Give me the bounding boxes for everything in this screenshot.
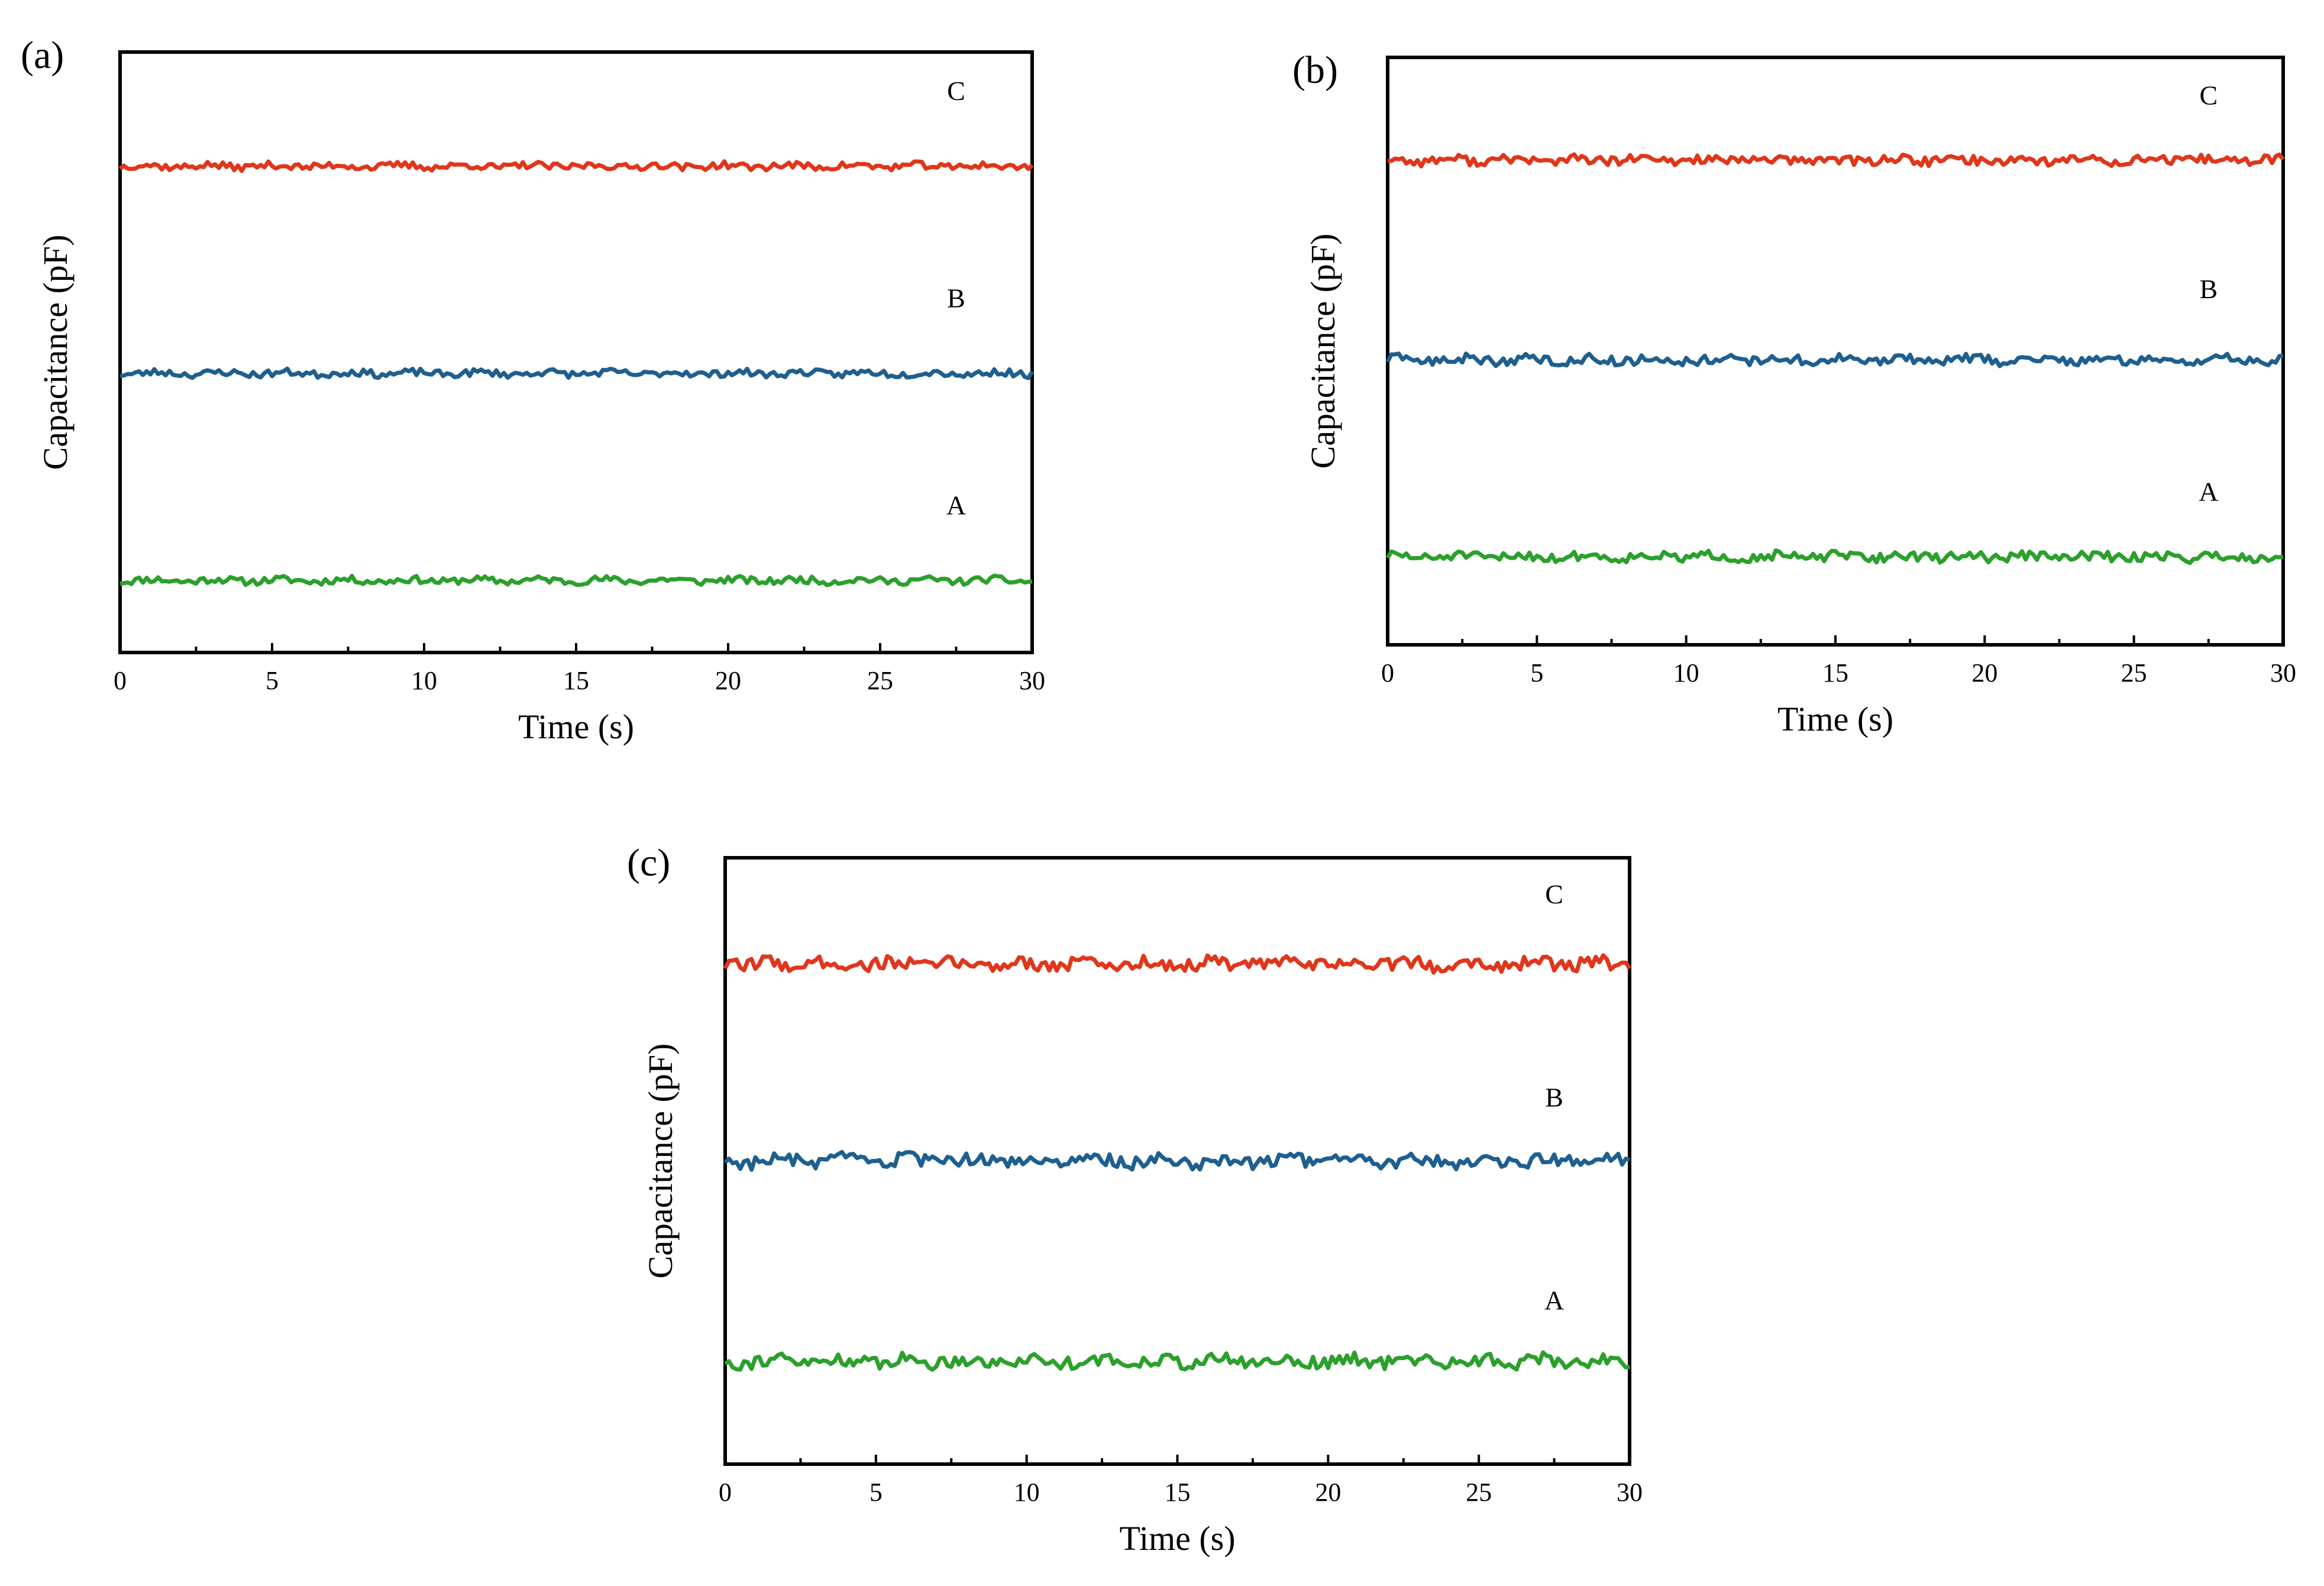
plot-frame <box>118 50 1034 654</box>
series-label-B: B <box>2199 274 2218 304</box>
series-line-B <box>723 1149 1630 1172</box>
panel-label: (a) <box>21 34 64 77</box>
x-tick-label: 15 <box>1165 1478 1191 1507</box>
x-tick-label: 25 <box>867 666 893 695</box>
x-tick-label: 0 <box>719 1478 732 1507</box>
chart-panel-1: (a) 0 5 10 15 20 25 30 Time (s) Capacitance (pF) A… <box>21 34 1045 746</box>
series-label-C: C <box>947 76 965 106</box>
x-tick-label: 15 <box>1822 658 1848 687</box>
x-tick-label: 20 <box>1315 1478 1341 1507</box>
x-tick-label: 0 <box>114 666 127 695</box>
x-tick-label: 20 <box>715 666 741 695</box>
y-axis-label: Capacitance (pF) <box>1304 234 1342 469</box>
series-label-A: A <box>1544 1285 1564 1316</box>
x-tick-label: 20 <box>1971 658 1997 687</box>
y-axis-label: Capacitance (pF) <box>36 235 75 470</box>
x-tick-label: 25 <box>2121 658 2147 687</box>
x-tick-label: 10 <box>1673 658 1699 687</box>
x-axis-label: Time (s) <box>1777 700 1893 738</box>
x-tick-label: 5 <box>1530 658 1543 687</box>
series-line-C <box>723 953 1631 975</box>
panel-label: (b) <box>1292 49 1338 92</box>
x-tick-label: 0 <box>1381 658 1394 687</box>
x-tick-label: 15 <box>563 666 589 695</box>
series-line-C <box>118 159 1034 173</box>
series-label-A: A <box>946 490 966 521</box>
chart-panel-2: (b) 0 5 10 15 20 25 30 Time (s) Capacitance (pF) A… <box>1292 49 2296 738</box>
x-tick-label: 30 <box>1019 666 1045 695</box>
y-axis-label: Capacitance (pF) <box>641 1044 680 1279</box>
series-label-C: C <box>2199 80 2218 110</box>
series-label-C: C <box>1545 879 1563 909</box>
series-line-C <box>1387 152 2285 169</box>
x-tick-label: 5 <box>870 1478 883 1507</box>
series-line-B <box>1385 351 2283 369</box>
x-tick-label: 10 <box>411 666 437 695</box>
x-tick-label: 30 <box>2270 658 2296 687</box>
series-line-A <box>723 1350 1630 1372</box>
series-line-A <box>1385 548 2284 566</box>
x-axis-label: Time (s) <box>518 708 634 746</box>
series-label-A: A <box>2199 477 2218 507</box>
panel-label: (c) <box>627 841 670 884</box>
x-tick-label: 30 <box>1617 1478 1643 1507</box>
x-axis-label: Time (s) <box>1119 1519 1235 1558</box>
series-line-A <box>119 573 1033 587</box>
series-line-B <box>119 366 1035 380</box>
x-tick-label: 5 <box>266 666 279 695</box>
x-tick-label: 10 <box>1014 1478 1040 1507</box>
chart-panel-3: (c) 0 5 10 15 20 25 30 Time (s) Capacitance (pF) A… <box>627 841 1643 1558</box>
series-label-B: B <box>1545 1082 1563 1112</box>
series-label-B: B <box>947 283 965 313</box>
x-tick-label: 25 <box>1466 1478 1492 1507</box>
